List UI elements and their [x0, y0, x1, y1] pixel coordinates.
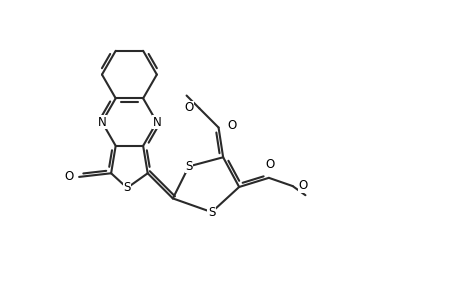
Text: N: N: [97, 116, 106, 129]
Text: S: S: [207, 206, 215, 219]
Text: S: S: [185, 160, 192, 173]
Text: O: O: [264, 158, 274, 171]
Text: S: S: [123, 182, 130, 194]
Text: O: O: [227, 119, 236, 132]
Text: O: O: [64, 170, 73, 183]
Text: N: N: [152, 116, 161, 129]
Text: O: O: [184, 101, 193, 114]
Text: O: O: [297, 179, 307, 192]
